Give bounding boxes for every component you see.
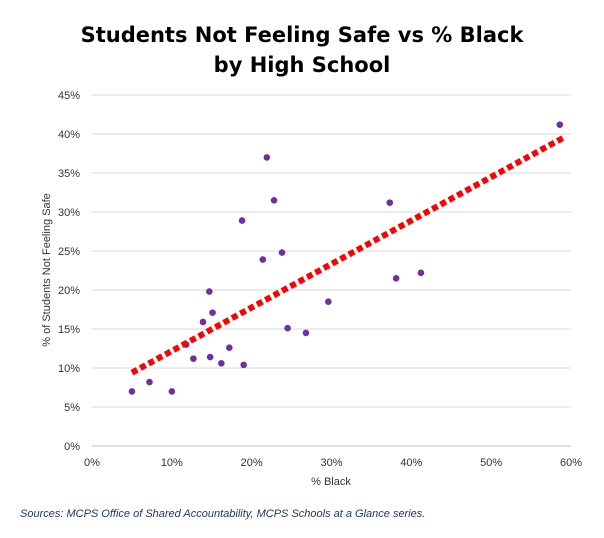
data-point [263,154,271,161]
y-axis-tick-labels: 0% 5% 10% 15% 20% 25% 30% 35% 40% 45% [58,90,80,453]
x-axis-tick-labels: 0% 10% 20% 30% 40% 50% 60% [84,457,582,469]
data-point [240,361,247,369]
y-tick-label: 0% [64,441,80,453]
gridlines [92,94,571,447]
chart-title-line-1: Students Not Feeling Safe vs % Black [80,23,524,47]
data-point [226,344,233,352]
data-point [259,256,267,263]
data-point [128,388,136,395]
data-point [556,121,564,128]
data-point [284,324,291,332]
y-axis-title: % of Students Not Feeling Safe [41,193,53,346]
source-note: Sources: MCPS Office of Shared Accountab… [20,508,426,520]
data-point [199,318,207,326]
data-point [392,275,400,282]
data-points [128,121,564,395]
x-tick-label: 30% [320,457,342,469]
data-point [209,309,216,316]
data-point [325,298,332,306]
data-point [302,329,310,337]
x-tick-label: 60% [560,457,582,469]
x-tick-label: 0% [84,457,100,469]
chart-title-line-2: by High School [213,53,391,77]
trendline [130,135,565,376]
data-point [206,353,214,361]
x-tick-label: 40% [400,457,422,469]
data-point [238,217,246,224]
data-point [218,360,225,367]
y-tick-label: 45% [58,90,80,102]
data-point [206,288,213,295]
x-axis-title: % Black [311,476,351,488]
data-point [146,378,153,386]
y-tick-label: 40% [58,129,80,141]
data-point [386,199,394,206]
y-tick-label: 10% [58,363,80,375]
y-tick-label: 25% [58,246,80,258]
y-tick-label: 20% [58,285,80,297]
data-point [278,249,286,256]
y-tick-label: 15% [58,324,80,336]
data-point [417,269,425,277]
data-point [270,197,278,204]
y-tick-label: 5% [64,402,80,414]
y-tick-label: 35% [58,168,80,180]
data-point [190,355,197,362]
data-point [168,388,176,395]
x-tick-label: 50% [480,457,502,469]
y-tick-label: 30% [58,207,80,219]
x-tick-label: 10% [161,457,183,469]
chart-title: Students Not Feeling Safe vs % Black by … [0,20,604,80]
x-tick-label: 20% [241,457,263,469]
